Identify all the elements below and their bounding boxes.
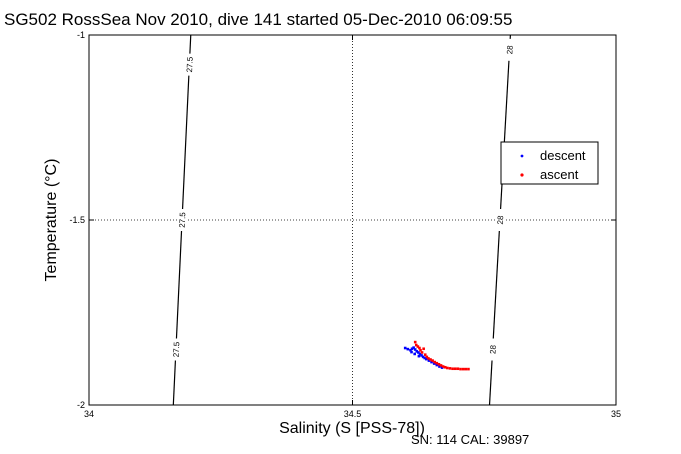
ascent-point [418,346,421,350]
ascent-point [431,359,434,362]
ascent-point [435,361,439,365]
descent-point [403,346,407,350]
data-points [403,340,470,371]
contour-label: 27.5 [178,211,188,228]
x-tick-label: 35 [611,409,621,419]
ascent-point [433,360,437,364]
descent-point [409,348,412,352]
chart-title: SG502 RossSea Nov 2010, dive 141 started… [4,10,512,29]
legend-box [500,141,599,185]
ascent-point [448,367,452,370]
ascent-point [441,365,445,368]
ascent-point [425,355,429,359]
legend-marker-descent [520,154,524,158]
ascent-point [451,367,454,371]
contour-label: 28 [496,215,506,225]
descent-point [417,354,421,358]
y-tick-label: -2 [77,400,85,410]
descent-point [420,354,423,357]
ascent-point [456,367,460,371]
y-axis-label: Temperature (°C) [43,159,60,282]
ascent-point [437,363,441,366]
ascent-point [429,358,432,361]
ascent-point [416,345,420,348]
x-tick-label: 34.5 [344,409,362,419]
descent-point [418,352,422,356]
descent-point [427,359,431,362]
descent-point [438,365,441,368]
ascent-point [419,348,422,352]
descent-point [424,357,428,361]
footer-text: SN: 114 CAL: 39897 [411,432,529,447]
ascent-point [467,367,470,371]
descent-point [430,360,433,364]
contour-label: 27.5 [185,56,195,73]
contour-label-bg [487,338,499,361]
contour-label-bg [494,208,506,232]
contour-label: 28 [505,45,515,55]
x-axis-ticks: 34 34.5 35 [84,35,621,419]
descent-point [423,356,426,360]
descent-point [432,362,436,365]
descent-point [421,355,425,359]
y-tick-label: -1.5 [69,215,85,225]
descent-point [415,350,419,353]
descent-point [413,352,416,356]
contour-label-bg [183,53,195,76]
ascent-point [422,347,425,351]
descent-point [406,347,410,351]
contour-label-bg [176,208,188,232]
ascent-point [427,357,430,360]
descent-point [410,347,414,351]
ascent-point [453,367,457,371]
descent-point [417,351,420,354]
legend-label-ascent: ascent [540,167,579,182]
descent-point [410,350,413,354]
ascent-point [413,340,417,344]
ascent-point [461,367,465,371]
legend-marker-ascent [520,173,524,177]
legend: descent ascent [500,141,599,185]
ascent-point [446,366,449,370]
descent-point [413,348,417,351]
x-axis-label: Salinity (S [PSS-78]) [279,420,425,437]
ascent-point [414,343,418,347]
y-axis-ticks: -2 -1.5 -1 [69,30,616,410]
y-tick-label: -1 [77,30,85,40]
x-tick-label: 34 [84,409,94,419]
ascent-point [420,351,424,354]
ascent-point [464,367,468,371]
contour-label-bg [170,338,182,361]
ascent-point [423,353,427,356]
ascent-point [443,365,447,369]
legend-label-descent: descent [540,148,586,163]
contour-label: 27.5 [172,341,182,358]
grid-lines [89,35,616,405]
density-contours: 27.5 27.5 27.5 28 28 28 [170,34,516,406]
descent-point [412,346,415,349]
descent-point [435,363,439,367]
contour-label: 28 [488,344,498,354]
ascent-point [439,364,443,367]
contour-label-bg [503,38,516,62]
ascent-point [459,367,462,371]
